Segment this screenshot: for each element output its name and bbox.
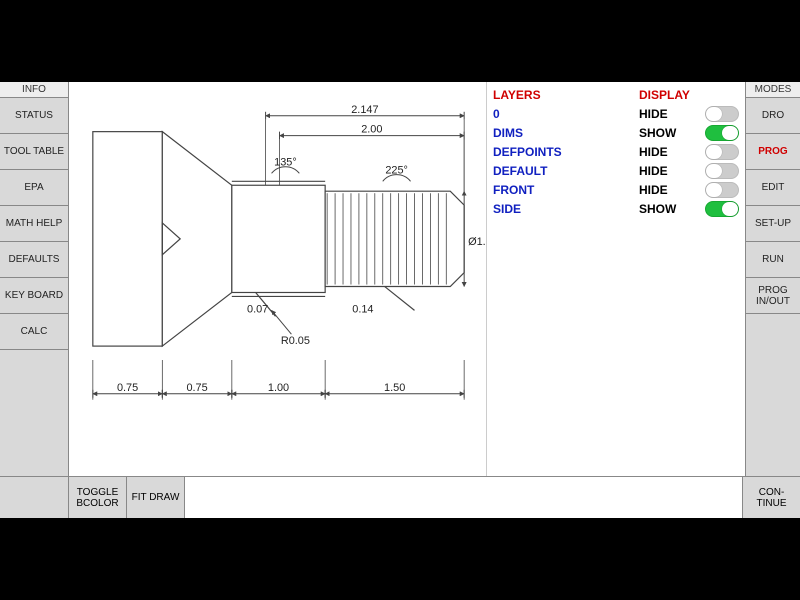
layer-toggle[interactable]: [705, 106, 739, 122]
svg-text:R0.05: R0.05: [281, 335, 310, 347]
layer-state: SHOW: [639, 126, 695, 140]
app-shell: INFO STATUS TOOL TABLE EPA MATH HELP DEF…: [0, 82, 800, 518]
layer-toggle[interactable]: [705, 201, 739, 217]
layer-row: 0HIDE: [493, 104, 739, 123]
cad-drawing: 0.75 0.75 1.00 1.50 2.147 2.00 135° 225° Ø1.3 0.0…: [69, 82, 486, 476]
mode-edit-button[interactable]: EDIT: [746, 170, 800, 206]
svg-text:0.14: 0.14: [352, 303, 373, 315]
toggle-bcolor-button[interactable]: TOGGLE BCOLOR: [69, 477, 127, 518]
layer-state: HIDE: [639, 107, 695, 121]
continue-button[interactable]: CON- TINUE: [742, 477, 800, 518]
layer-name: FRONT: [493, 183, 639, 197]
mode-run-button[interactable]: RUN: [746, 242, 800, 278]
math-help-button[interactable]: MATH HELP: [0, 206, 68, 242]
layers-panel: LAYERS DISPLAY 0HIDEDIMSSHOWDEFPOINTSHID…: [487, 82, 745, 476]
letterbox-top: [0, 0, 800, 82]
mode-prog-io-button[interactable]: PROG IN/OUT: [746, 278, 800, 314]
svg-text:1.00: 1.00: [268, 382, 289, 394]
layer-row: FRONTHIDE: [493, 180, 739, 199]
fit-draw-button[interactable]: FIT DRAW: [127, 477, 185, 518]
bottom-bar: TOGGLE BCOLOR FIT DRAW CON- TINUE: [0, 476, 800, 518]
svg-text:225°: 225°: [385, 164, 408, 176]
layers-header-name: LAYERS: [493, 88, 639, 102]
layer-name: DEFAULT: [493, 164, 639, 178]
svg-text:0.75: 0.75: [117, 382, 138, 394]
layer-toggle[interactable]: [705, 144, 739, 160]
defaults-button[interactable]: DEFAULTS: [0, 242, 68, 278]
letterbox-bottom: [0, 518, 800, 600]
layer-row: DEFAULTHIDE: [493, 161, 739, 180]
tool-table-button[interactable]: TOOL TABLE: [0, 134, 68, 170]
left-sidebar-fill: [0, 350, 68, 476]
layers-header-state: DISPLAY: [639, 88, 695, 102]
drawing-canvas[interactable]: 0.75 0.75 1.00 1.50 2.147 2.00 135° 225° Ø1.3 0.0…: [69, 82, 487, 476]
right-sidebar-fill: [746, 314, 800, 476]
center-area: 0.75 0.75 1.00 1.50 2.147 2.00 135° 225° Ø1.3 0.0…: [69, 82, 745, 476]
layer-toggle[interactable]: [705, 163, 739, 179]
layer-name: DEFPOINTS: [493, 145, 639, 159]
layer-name: SIDE: [493, 202, 639, 216]
layer-toggle[interactable]: [705, 125, 739, 141]
svg-text:0.07: 0.07: [247, 303, 268, 315]
layer-toggle[interactable]: [705, 182, 739, 198]
right-sidebar: MODES DRO PROG EDIT SET-UP RUN PROG IN/O…: [745, 82, 800, 476]
mode-prog-button[interactable]: PROG: [746, 134, 800, 170]
epa-button[interactable]: EPA: [0, 170, 68, 206]
svg-text:135°: 135°: [274, 156, 297, 168]
bottom-left-spacer: [0, 477, 69, 518]
keyboard-button[interactable]: KEY BOARD: [0, 278, 68, 314]
bottom-fill: [185, 477, 742, 518]
svg-text:1.50: 1.50: [384, 382, 405, 394]
svg-text:Ø1.3: Ø1.3: [468, 236, 486, 248]
status-button[interactable]: STATUS: [0, 98, 68, 134]
svg-text:2.147: 2.147: [351, 104, 378, 116]
layer-name: DIMS: [493, 126, 639, 140]
mode-dro-button[interactable]: DRO: [746, 98, 800, 134]
left-sidebar-header: INFO: [0, 82, 68, 98]
layer-state: HIDE: [639, 164, 695, 178]
svg-text:2.00: 2.00: [361, 124, 382, 136]
layer-state: HIDE: [639, 145, 695, 159]
layer-row: SIDESHOW: [493, 199, 739, 218]
layer-state: SHOW: [639, 202, 695, 216]
layer-row: DIMSSHOW: [493, 123, 739, 142]
layer-name: 0: [493, 107, 639, 121]
mode-setup-button[interactable]: SET-UP: [746, 206, 800, 242]
layer-row: DEFPOINTSHIDE: [493, 142, 739, 161]
svg-text:0.75: 0.75: [186, 382, 207, 394]
layer-state: HIDE: [639, 183, 695, 197]
right-sidebar-header: MODES: [746, 82, 800, 98]
calc-button[interactable]: CALC: [0, 314, 68, 350]
left-sidebar: INFO STATUS TOOL TABLE EPA MATH HELP DEF…: [0, 82, 69, 476]
